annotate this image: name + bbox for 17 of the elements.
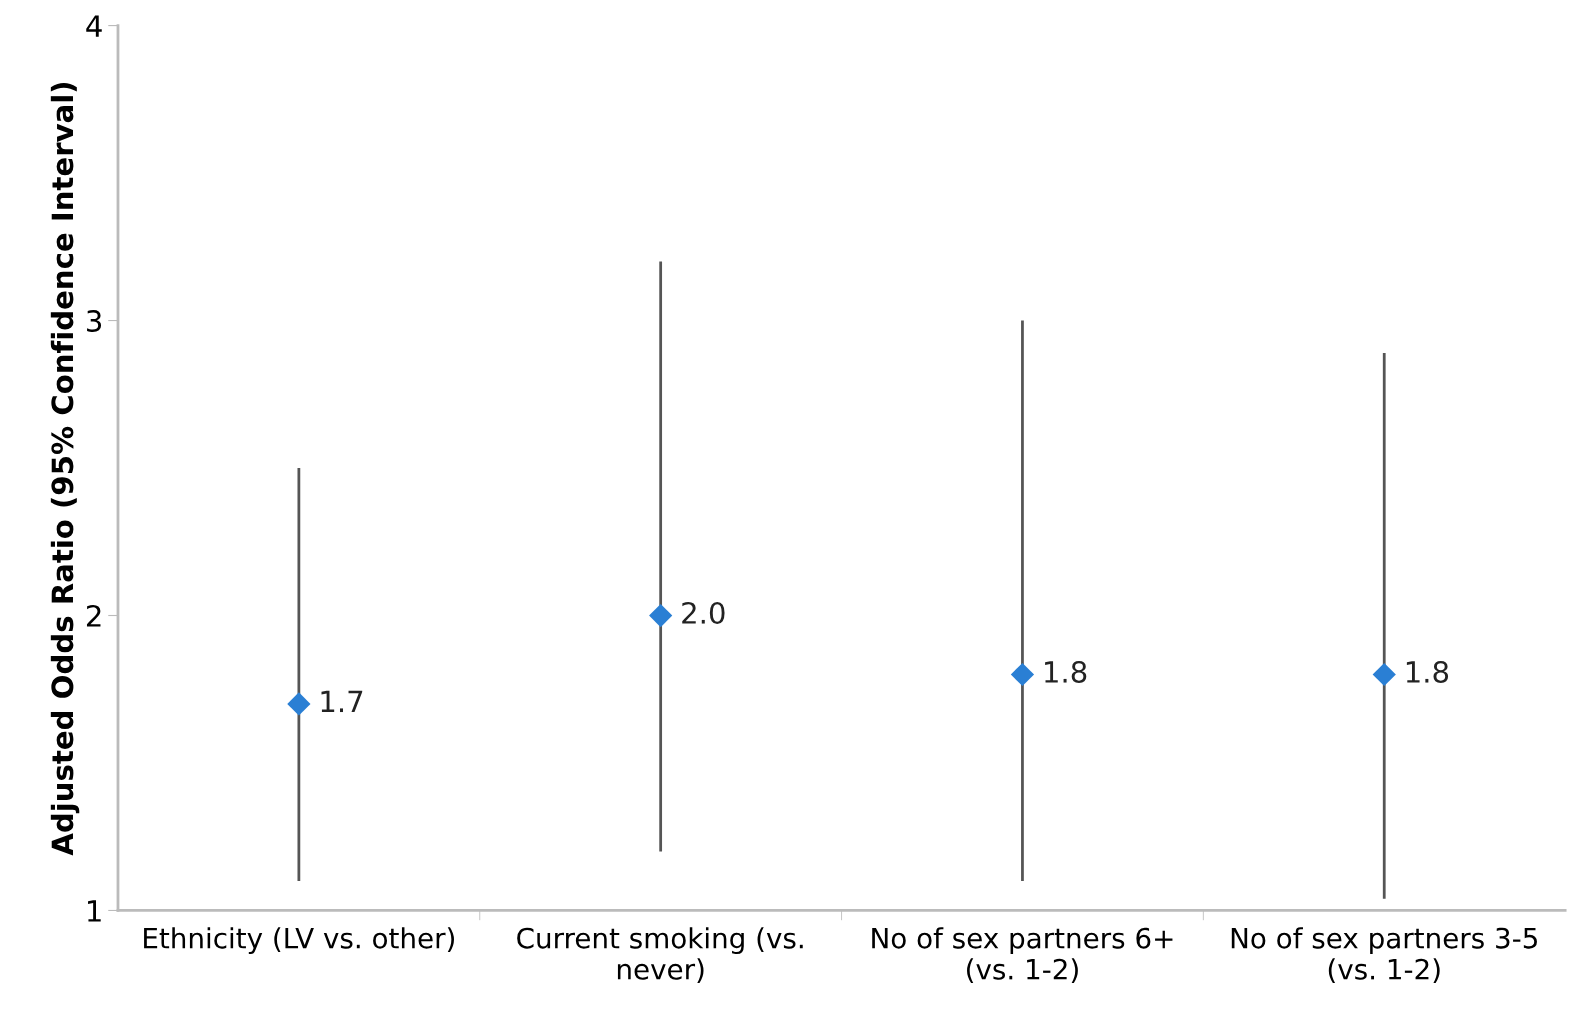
y-tick-label: 1 <box>88 900 101 922</box>
data-label: 2.0 <box>682 601 725 624</box>
point <box>1372 662 1396 687</box>
data-label: 1.8 <box>1406 660 1449 683</box>
point <box>649 603 673 628</box>
x-tick-label: Current smoking (vs. never) <box>517 927 803 984</box>
x-tick-label: Ethnicity (LV vs. other) <box>144 927 454 955</box>
y-axis-title: Adjusted Odds Ratio (95% Confidence Interval) <box>50 82 80 856</box>
point <box>1010 662 1035 687</box>
x-tick-label: No of sex partners 3-5 (vs. 1-2) <box>1231 927 1537 984</box>
data-label: 1.8 <box>1045 660 1087 683</box>
x-tick-label: No of sex partners 6+ (vs. 1-2) <box>872 927 1173 984</box>
y-tick-label: 2 <box>86 604 101 627</box>
data-label: 1.7 <box>321 690 363 713</box>
y-tick-label: 3 <box>87 309 102 333</box>
y-tick-label: 4 <box>86 15 102 37</box>
point <box>287 692 311 716</box>
